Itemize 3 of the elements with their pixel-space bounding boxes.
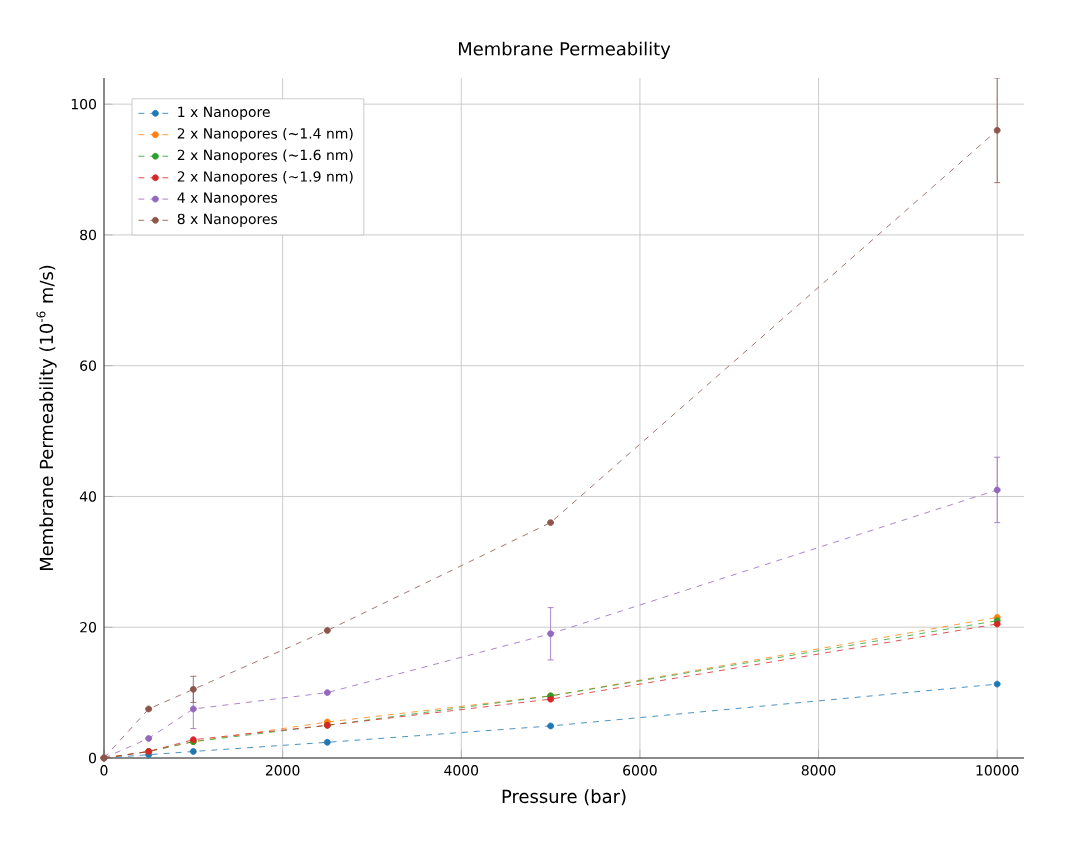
x-axis-title: Pressure (bar) [502,789,626,806]
y-axis-title: Membrane Permeability (10$^{-6}$ m/s) [36,265,57,571]
chart-title: Membrane Permeability [458,41,671,59]
